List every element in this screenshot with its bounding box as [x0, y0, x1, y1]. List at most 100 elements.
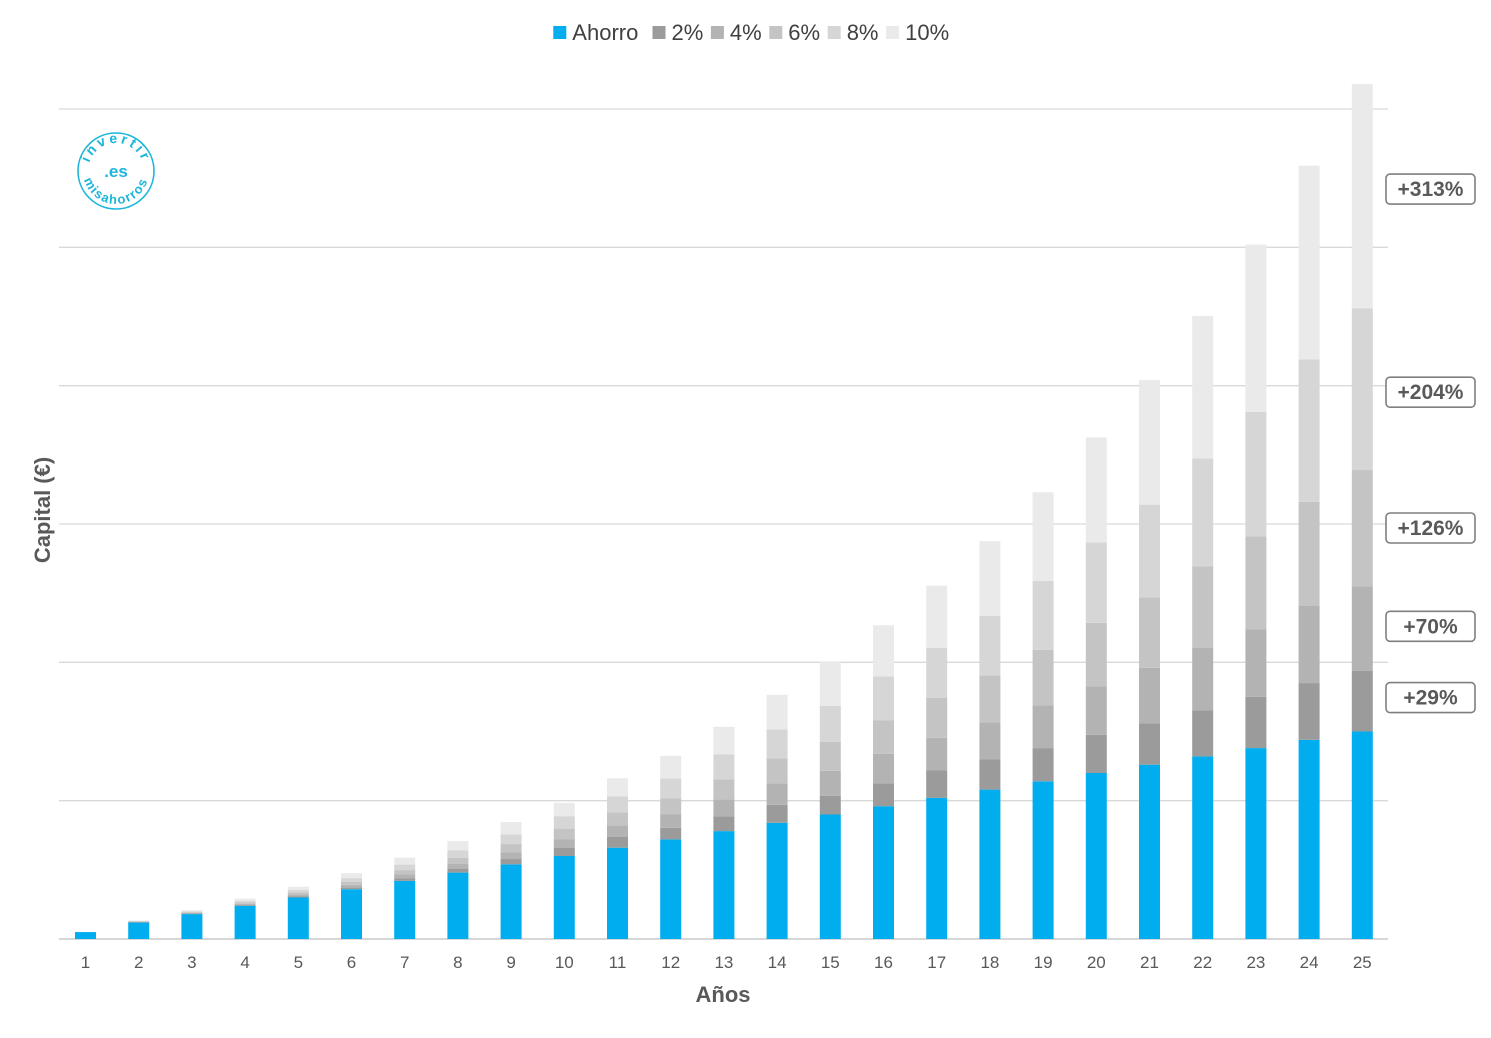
bar-segment-10pct-year-18	[979, 541, 1001, 616]
bar-segment-6pct-year-20	[1085, 622, 1107, 687]
x-tick-label-23: 23	[1246, 953, 1265, 972]
x-tick-label-6: 6	[347, 953, 356, 972]
bars	[75, 84, 1373, 939]
bar-segment-10pct-year-6	[341, 873, 362, 879]
bar-segment-6pct-year-2	[128, 921, 150, 923]
bar-segment-2pct-year-22	[1192, 710, 1214, 757]
bar-segment-2pct-year-8	[447, 869, 469, 873]
bar-segment-10pct-year-20	[1085, 437, 1107, 543]
legend-label-6pct: 6%	[788, 20, 820, 45]
bar-segment-2pct-year-12	[660, 827, 682, 840]
bar-segment-8pct-year-9	[500, 834, 522, 845]
bar-segment-4pct-year-17	[926, 737, 948, 771]
x-tick-label-8: 8	[453, 953, 462, 972]
bar-segment-8pct-year-10	[553, 816, 575, 829]
bar-segment-10pct-year-23	[1245, 244, 1267, 412]
bar-segment-6pct-year-23	[1245, 536, 1267, 630]
bar-segment-8pct-year-2	[128, 921, 150, 922]
bar-segment-4pct-year-5	[287, 894, 309, 897]
bar-segment-6pct-year-8	[447, 857, 469, 865]
legend-swatch-4pct	[710, 26, 724, 39]
bar-segment-8pct-year-16	[873, 676, 894, 721]
x-axis-label: Años	[696, 982, 751, 1007]
bar-segment-10pct-year-19	[1032, 492, 1054, 581]
bar-segment-2pct-year-18	[979, 759, 1001, 790]
bar-segment-8pct-year-6	[341, 878, 362, 882]
bar-segment-ahorro-year-14	[766, 822, 788, 939]
bar-segment-ahorro-year-5	[287, 897, 309, 939]
y-axis-label: Capital (€)	[30, 457, 55, 563]
bar-segment-8pct-year-12	[660, 778, 682, 799]
x-tick-label-15: 15	[821, 953, 840, 972]
bar-segment-6pct-year-14	[766, 758, 788, 784]
bar-segment-10pct-year-16	[873, 625, 894, 677]
bar-segment-8pct-year-19	[1032, 580, 1054, 650]
bar-segment-2pct-year-23	[1245, 696, 1267, 749]
x-tick-label-3: 3	[187, 953, 196, 972]
bar-segment-ahorro-year-7	[394, 880, 416, 939]
bar-segment-4pct-year-20	[1085, 686, 1107, 735]
bar-segment-4pct-year-6	[341, 884, 362, 888]
legend-swatch-10pct	[886, 26, 900, 39]
bar-segment-8pct-year-23	[1245, 411, 1267, 537]
bar-segment-ahorro-year-1	[75, 932, 96, 939]
bar-segment-2pct-year-4	[234, 904, 256, 906]
bar-segment-2pct-year-19	[1032, 748, 1054, 782]
x-tick-label-17: 17	[927, 953, 946, 972]
logo-ring-icon	[77, 132, 155, 210]
bar-segment-8pct-year-20	[1085, 542, 1107, 623]
x-tick-label-19: 19	[1034, 953, 1053, 972]
bar-segment-8pct-year-13	[713, 754, 735, 780]
bar-segment-ahorro-year-20	[1085, 773, 1107, 939]
bar-segment-10pct-year-4	[234, 898, 256, 901]
x-tick-label-14: 14	[768, 953, 787, 972]
bar-segment-10pct-year-11	[607, 778, 628, 797]
bar-segment-6pct-year-16	[873, 720, 894, 754]
bar-segment-4pct-year-14	[766, 783, 788, 805]
annotation-box-204	[1385, 376, 1476, 409]
bar-segment-ahorro-year-13	[713, 831, 735, 939]
bar-segment-8pct-year-22	[1192, 458, 1214, 567]
logo-top-text: invertir	[77, 130, 152, 164]
bar-segment-10pct-year-25	[1351, 84, 1373, 309]
bar-segment-2pct-year-16	[873, 783, 894, 807]
bar-segment-4pct-year-23	[1245, 629, 1267, 697]
bar-segment-10pct-year-24	[1298, 165, 1320, 360]
bar-segment-8pct-year-15	[819, 705, 841, 742]
bar-segment-8pct-year-3	[181, 911, 203, 913]
annotations: +29% +70% +126% +204% +313%	[1385, 173, 1476, 714]
bar-segment-6pct-year-22	[1192, 566, 1214, 648]
bar-segment-8pct-year-18	[979, 615, 1001, 676]
bar-segment-10pct-year-17	[926, 585, 948, 648]
svg-text:invertir: invertir	[77, 130, 155, 164]
bar-segment-8pct-year-5	[287, 890, 309, 893]
bar-segment-8pct-year-11	[607, 796, 628, 813]
bar-segment-6pct-year-11	[607, 812, 628, 826]
bar-segment-6pct-year-3	[181, 912, 203, 913]
bar-segment-6pct-year-25	[1351, 470, 1373, 587]
x-tick-label-24: 24	[1300, 953, 1319, 972]
bar-segment-8pct-year-7	[394, 864, 416, 871]
legend-label-8pct: 8%	[847, 20, 879, 45]
annotation-box-126	[1385, 512, 1476, 544]
bar-segment-6pct-year-21	[1139, 597, 1160, 668]
bar-segment-4pct-year-2	[128, 921, 150, 923]
legend: Ahorro 2% 4% 6% 8% 10%	[553, 20, 949, 45]
bar-segment-10pct-year-12	[660, 755, 682, 779]
annotation-label-313: +313%	[1398, 178, 1464, 201]
bar-segment-8pct-year-17	[926, 647, 948, 698]
bar-segment-6pct-year-4	[234, 902, 256, 904]
bar-segment-ahorro-year-19	[1032, 781, 1054, 939]
bar-segment-6pct-year-18	[979, 675, 1001, 723]
bar-segment-2pct-year-14	[766, 804, 788, 823]
bar-segment-ahorro-year-24	[1298, 739, 1320, 939]
bar-segment-4pct-year-3	[181, 912, 203, 914]
bar-segment-6pct-year-7	[394, 870, 416, 875]
bar-segment-6pct-year-19	[1032, 649, 1054, 706]
bar-segment-4pct-year-15	[819, 770, 841, 796]
bar-segment-6pct-year-9	[500, 844, 522, 853]
bar-segment-4pct-year-21	[1139, 667, 1160, 724]
bar-segment-6pct-year-13	[713, 779, 735, 800]
invertirmisahorros-logo: invertir .es misahorros	[77, 130, 155, 210]
